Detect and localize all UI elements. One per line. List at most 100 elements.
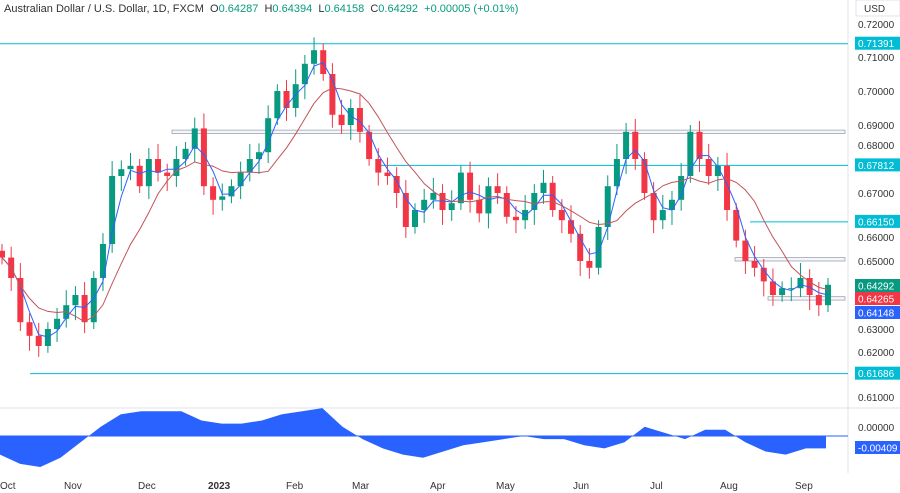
candle-body — [81, 295, 88, 323]
chart-legend: Australian Dollar / U.S. Dollar, 1D, FXC… — [4, 3, 518, 15]
price-tick-label: 0.65000 — [858, 257, 895, 268]
candle-body — [714, 165, 721, 176]
candle-body — [476, 199, 483, 214]
price-tick-label: 0.71000 — [858, 53, 895, 64]
price-tick-label: 0.70000 — [858, 87, 895, 98]
candle-body — [320, 50, 327, 74]
level-badge: 0.67812 — [858, 161, 895, 172]
slow-ma-badge: 0.64265 — [858, 295, 895, 306]
candle-body — [292, 84, 299, 108]
candle-body — [210, 186, 217, 200]
candle-body — [54, 318, 61, 329]
candle-body — [815, 295, 822, 306]
candle-body — [568, 220, 575, 234]
time-axis-label: Mar — [352, 481, 370, 492]
candle-body — [219, 196, 226, 200]
candle-body — [421, 199, 428, 210]
candle-body — [448, 203, 455, 210]
candle-body — [586, 261, 593, 268]
candle-body — [393, 176, 400, 193]
close-value: 0.64292 — [378, 3, 419, 15]
candle-body — [0, 250, 5, 258]
price-tick-label: 0.62000 — [858, 348, 895, 359]
time-axis-label: Nov — [64, 481, 82, 492]
candle-body — [742, 240, 749, 261]
candle-body — [109, 176, 116, 244]
candle-body — [650, 193, 657, 221]
candle-body — [806, 278, 813, 295]
fast-ma-badge: 0.64148 — [858, 309, 895, 320]
candle-body — [549, 182, 556, 210]
oscillator-tick-label: 0.00000 — [858, 423, 895, 434]
candle-body — [44, 329, 51, 346]
candle-body — [118, 169, 125, 176]
candle-body — [182, 148, 189, 159]
currency-label: USD — [864, 4, 885, 15]
candle-body — [613, 159, 620, 187]
time-axis-label: 2023 — [208, 481, 231, 492]
fast-ma-badge-bg — [855, 306, 900, 319]
close-label: C — [370, 3, 379, 15]
level-badge: 0.71391 — [858, 39, 895, 50]
level-badge-bg — [855, 36, 900, 50]
candle-body — [136, 165, 143, 187]
candle-body — [412, 210, 418, 227]
low-value: 0.64158 — [324, 3, 365, 15]
last-price-badge: 0.64292 — [858, 282, 895, 293]
price-tick-label: 0.69000 — [858, 121, 895, 132]
candle-body — [503, 193, 510, 217]
time-axis-label: Dec — [138, 481, 156, 492]
candle-body — [641, 159, 648, 193]
candle-body — [457, 172, 464, 204]
candle-body — [301, 63, 308, 85]
slow-moving-average-line — [1, 87, 829, 323]
candle-body — [623, 131, 630, 159]
high-label: H — [264, 3, 273, 15]
candle-body — [329, 74, 336, 115]
candle-body — [155, 159, 162, 173]
candle-body — [375, 159, 382, 173]
open-label: O — [210, 3, 219, 15]
candle-body — [779, 288, 786, 295]
price-tick-label: 0.68000 — [858, 141, 895, 152]
candle-body — [384, 172, 391, 176]
symbol-title: Australian Dollar / U.S. Dollar, 1D, FXC… — [4, 3, 204, 15]
time-axis-label: Apr — [430, 481, 446, 492]
level-badge-bg — [855, 366, 900, 380]
time-axis-label: Jun — [573, 481, 589, 492]
open-value: 0.64287 — [218, 3, 259, 15]
candle-body — [733, 210, 740, 241]
candle-body — [797, 278, 804, 289]
level-badge-bg — [855, 214, 900, 228]
candle-body — [439, 193, 446, 210]
currency-box[interactable] — [855, 0, 900, 17]
time-axis-label: May — [496, 481, 515, 492]
candle-body — [659, 210, 666, 221]
high-value: 0.64394 — [272, 3, 313, 15]
time-axis-label: Aug — [720, 481, 738, 492]
candle-body — [17, 278, 24, 323]
time-axis-label: Feb — [286, 481, 304, 492]
candle-body — [558, 210, 565, 221]
candle-body — [246, 159, 253, 173]
candle-body — [668, 199, 675, 210]
candle-body — [512, 216, 519, 221]
time-axis-label: Jul — [650, 481, 663, 492]
candle-body — [540, 182, 547, 193]
candle-body — [283, 91, 290, 108]
candle-body — [678, 176, 685, 200]
fast-moving-average-line — [1, 62, 829, 338]
candle-body — [338, 114, 345, 125]
time-axis-label: Sep — [795, 481, 813, 492]
candle-body — [402, 193, 409, 227]
time-axis-label: Oct — [0, 481, 16, 492]
price-zone-rectangle — [734, 257, 846, 262]
candle-body — [751, 261, 758, 268]
candle-body — [228, 186, 235, 197]
candle-body — [72, 295, 79, 306]
candle-body — [430, 193, 437, 200]
candle-body — [173, 159, 180, 176]
candle-body — [255, 152, 262, 159]
change-value: +0.00005 (+0.01%) — [424, 3, 519, 15]
